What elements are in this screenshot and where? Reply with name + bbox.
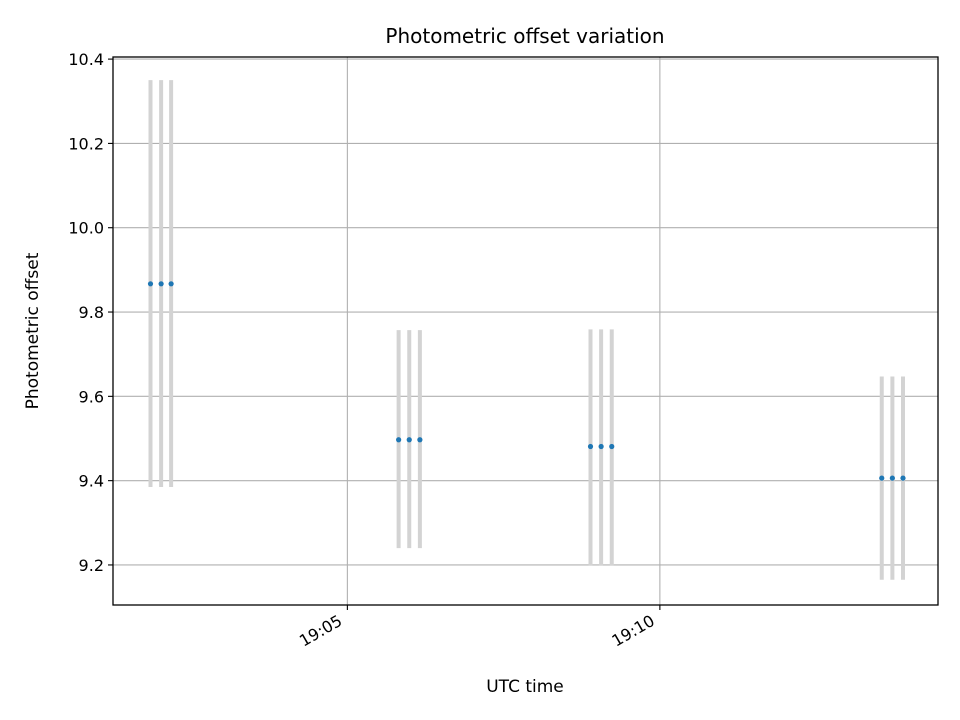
x-axis-label: UTC time [486,677,564,697]
y-tick-label: 10.0 [68,219,104,238]
x-tick-label: 19:05 [296,611,345,651]
data-point [417,437,423,443]
tick-layer: 9.2 9.4 9.6 9.8 10.0 10.2 10.4 19:05 19:10 [68,50,661,651]
data-point [587,443,594,450]
x-tick-label: 19:10 [608,611,657,651]
y-tick-label: 10.2 [68,134,104,153]
y-tick-label: 9.2 [79,556,104,575]
y-axis-label: Photometric offset [23,252,43,409]
y-tick-label: 10.4 [68,50,104,69]
data-point [168,281,174,287]
point-layer [147,281,906,481]
plot-frame [112,56,939,606]
grid-layer [113,57,938,605]
chart-title: Photometric offset variation [385,24,664,48]
y-tick-label: 9.6 [79,387,104,406]
data-point [406,437,412,443]
data-point [396,437,402,443]
data-point [609,443,615,450]
errorbar-layer [148,80,905,580]
y-tick-label: 9.8 [79,303,104,322]
data-point [879,475,885,481]
data-point [889,475,895,481]
data-point [598,443,604,450]
data-point [158,281,164,287]
y-tick-label: 9.4 [79,472,104,491]
data-point [900,475,906,481]
data-point [147,281,154,287]
